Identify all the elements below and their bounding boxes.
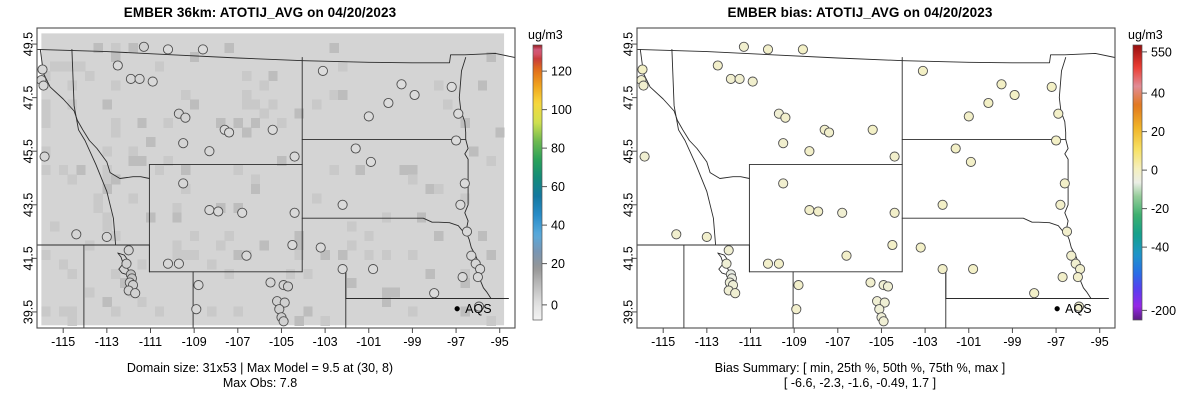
caption-max-obs: Max Obs: 7.8 bbox=[222, 376, 298, 390]
svg-text:-97: -97 bbox=[447, 335, 465, 349]
svg-text:40: 40 bbox=[551, 219, 565, 233]
svg-text:60: 60 bbox=[551, 180, 565, 194]
svg-text:-97: -97 bbox=[1047, 335, 1065, 349]
svg-text:49.5: 49.5 bbox=[22, 32, 36, 56]
panel-title-bias: EMBER bias: ATOTIJ_AVG on 04/20/2023 bbox=[727, 5, 993, 20]
colorbar-unit-bias: ug/m3 bbox=[1128, 28, 1163, 42]
svg-text:-101: -101 bbox=[356, 335, 381, 349]
svg-text:-103: -103 bbox=[313, 335, 338, 349]
svg-text:-109: -109 bbox=[182, 335, 207, 349]
svg-text:120: 120 bbox=[551, 65, 572, 79]
svg-text:43.5: 43.5 bbox=[622, 193, 636, 217]
svg-text:-111: -111 bbox=[739, 335, 762, 349]
svg-text:-105: -105 bbox=[269, 335, 294, 349]
colorbar-unit-model: ug/m3 bbox=[528, 28, 563, 42]
svg-text:-103: -103 bbox=[913, 335, 938, 349]
svg-text:0: 0 bbox=[551, 298, 558, 312]
svg-text:-115: -115 bbox=[651, 335, 675, 349]
panel-title-model: EMBER 36km: ATOTIJ_AVG on 04/20/2023 bbox=[123, 5, 397, 20]
map-plot-model[interactable]: AQS -115 -113 -111 -109 -107 -105 -103 -101 -99 -9… bbox=[0, 0, 600, 409]
svg-text:-99: -99 bbox=[403, 335, 421, 349]
svg-text:39.5: 39.5 bbox=[22, 300, 36, 324]
aqs-legend-label: AQS bbox=[465, 302, 491, 316]
aqs-legend-label: AQS bbox=[1065, 302, 1091, 316]
panel-bias: EMBER bias: ATOTIJ_AVG on 04/20/2023 AQS… bbox=[600, 0, 1200, 409]
svg-text:47.5: 47.5 bbox=[622, 85, 636, 109]
svg-text:550: 550 bbox=[1151, 45, 1172, 59]
svg-text:-95: -95 bbox=[1091, 335, 1109, 349]
svg-text:43.5: 43.5 bbox=[22, 193, 36, 217]
svg-text:-20: -20 bbox=[1151, 202, 1169, 216]
svg-text:-101: -101 bbox=[956, 335, 981, 349]
svg-text:20: 20 bbox=[551, 257, 565, 271]
svg-text:-109: -109 bbox=[782, 335, 807, 349]
svg-text:100: 100 bbox=[551, 103, 572, 117]
svg-text:-200: -200 bbox=[1151, 304, 1176, 318]
map-plot-bias[interactable]: AQS -115 -113 -111 -109 -107 -105 -103 -101 -99 -9… bbox=[600, 0, 1200, 409]
svg-text:41.5: 41.5 bbox=[622, 246, 636, 270]
svg-text:47.5: 47.5 bbox=[22, 85, 36, 109]
svg-text:20: 20 bbox=[1151, 125, 1165, 139]
svg-text:-111: -111 bbox=[139, 335, 162, 349]
caption-bias-summary-header: Bias Summary: [ min, 25th %, 50th %, 75t… bbox=[714, 361, 1006, 375]
svg-text:-113: -113 bbox=[95, 335, 119, 349]
svg-text:-107: -107 bbox=[225, 335, 250, 349]
svg-text:-115: -115 bbox=[51, 335, 75, 349]
svg-text:80: 80 bbox=[551, 142, 565, 156]
panel-model: EMBER 36km: ATOTIJ_AVG on 04/20/2023 AQS… bbox=[0, 0, 600, 409]
svg-text:-107: -107 bbox=[825, 335, 850, 349]
svg-text:40: 40 bbox=[1151, 87, 1165, 101]
svg-text:45.5: 45.5 bbox=[22, 139, 36, 163]
svg-text:39.5: 39.5 bbox=[622, 300, 636, 324]
caption-bias-summary-values: [ -6.6, -2.3, -1.6, -0.49, 1.7 ] bbox=[783, 376, 937, 390]
svg-text:-40: -40 bbox=[1151, 241, 1169, 255]
svg-text:-95: -95 bbox=[491, 335, 509, 349]
caption-domain-size: Domain size: 31x53 | Max Model = 9.5 at … bbox=[126, 361, 394, 375]
svg-text:0: 0 bbox=[1151, 164, 1158, 178]
svg-text:-113: -113 bbox=[695, 335, 719, 349]
svg-text:49.5: 49.5 bbox=[622, 32, 636, 56]
svg-text:-105: -105 bbox=[869, 335, 894, 349]
svg-text:-99: -99 bbox=[1003, 335, 1021, 349]
svg-text:45.5: 45.5 bbox=[622, 139, 636, 163]
svg-text:41.5: 41.5 bbox=[22, 246, 36, 270]
